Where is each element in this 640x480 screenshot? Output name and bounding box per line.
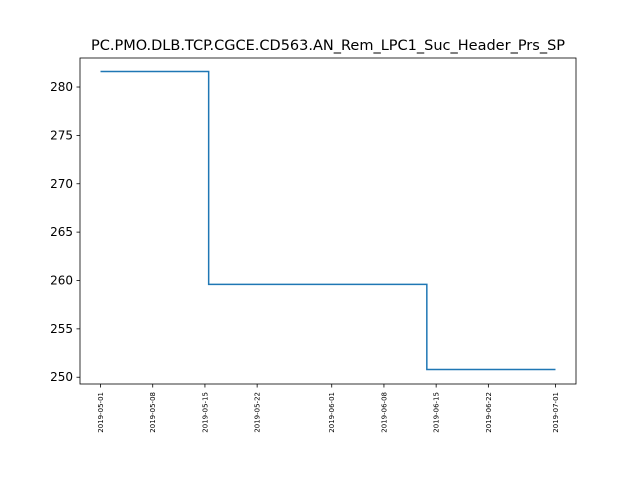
x-tick-label: 2019-05-15 [201, 392, 209, 433]
y-tick-label: 255 [50, 322, 73, 336]
x-tick-label: 2019-05-01 [97, 392, 105, 433]
axes: 250 255 260 265 270 275 280 2019-05-01 2019-05-0… [50, 57, 577, 433]
chart-title: PC.PMO.DLB.TCP.CGCE.CD563.AN_Rem_LPC1_Su… [91, 38, 565, 54]
y-tick-label: 250 [50, 370, 73, 384]
y-tick-label: 280 [50, 80, 73, 94]
series-line-0 [100, 70, 556, 371]
x-tick-label: 2019-05-22 [254, 392, 262, 433]
plot-area [100, 70, 556, 371]
x-tick-label: 2019-05-08 [149, 392, 157, 433]
y-tick-label: 265 [50, 225, 73, 239]
x-tick-label: 2019-06-08 [380, 392, 388, 433]
x-tick-label: 2019-06-15 [433, 392, 441, 433]
x-tick-label: 2019-06-22 [485, 392, 493, 433]
x-tick-label: 2019-07-01 [552, 392, 560, 433]
axes-frame [79, 57, 577, 385]
y-tick-label: 270 [50, 177, 73, 191]
y-tick-label: 260 [50, 273, 73, 287]
y-tick-label: 275 [50, 128, 73, 142]
x-tick-label: 2019-06-01 [328, 392, 336, 433]
